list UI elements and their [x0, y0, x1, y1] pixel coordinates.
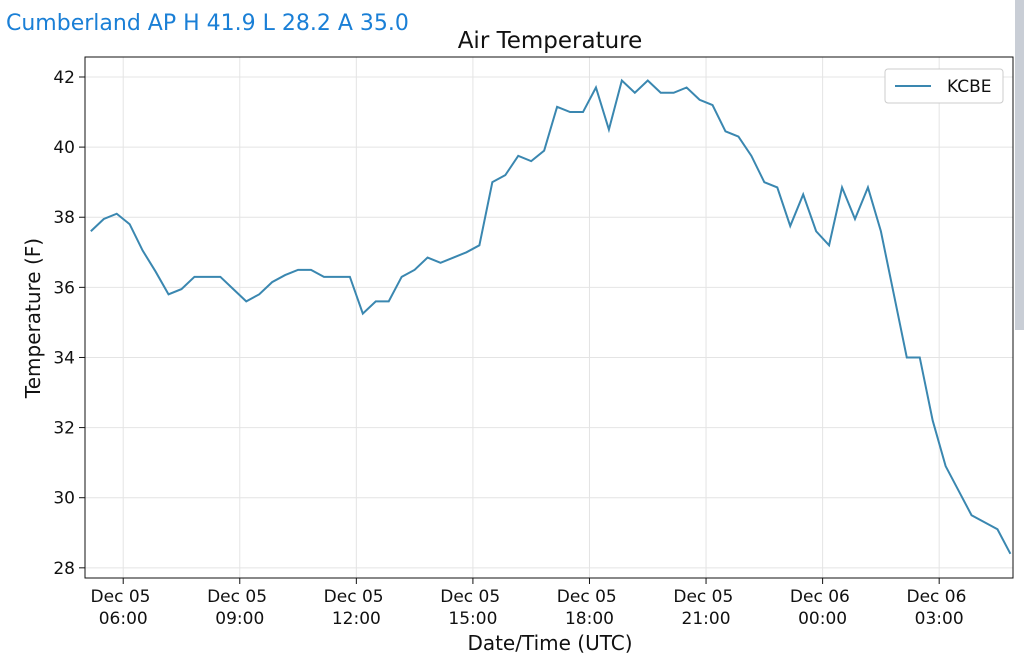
y-tick-label: 28 — [53, 559, 75, 579]
legend-label: KCBE — [947, 77, 992, 97]
y-axis-label: Temperature (F) — [21, 238, 45, 399]
x-tick-label: Dec 05 12:00 — [324, 587, 389, 629]
y-tick-label: 36 — [53, 278, 75, 298]
y-tick-label: 38 — [53, 208, 75, 228]
y-tick-label: 30 — [53, 489, 75, 509]
y-tick-label: 34 — [53, 348, 75, 368]
legend-box — [884, 68, 1004, 104]
chart-title: Air Temperature — [458, 28, 643, 54]
y-tick-label: 42 — [53, 68, 75, 88]
plot-frame — [84, 56, 1014, 579]
y-tick-label: 32 — [53, 419, 75, 439]
x-tick-label: Dec 05 18:00 — [557, 587, 622, 629]
x-tick-label: Dec 05 15:00 — [440, 587, 505, 629]
x-tick-label: Dec 05 09:00 — [207, 587, 272, 629]
x-axis-label: Date/Time (UTC) — [467, 631, 632, 655]
x-tick-label: Dec 05 06:00 — [91, 587, 156, 629]
scrollbar — [1015, 0, 1024, 330]
x-tick-label: Dec 06 00:00 — [790, 587, 855, 629]
data-line — [90, 78, 1012, 555]
x-tick-label: Dec 06 03:00 — [907, 587, 972, 629]
x-tick-label: Dec 05 21:00 — [673, 587, 738, 629]
header-text: Cumberland AP H 41.9 L 28.2 A 35.0 — [6, 11, 409, 36]
y-tick-label: 40 — [53, 138, 75, 158]
